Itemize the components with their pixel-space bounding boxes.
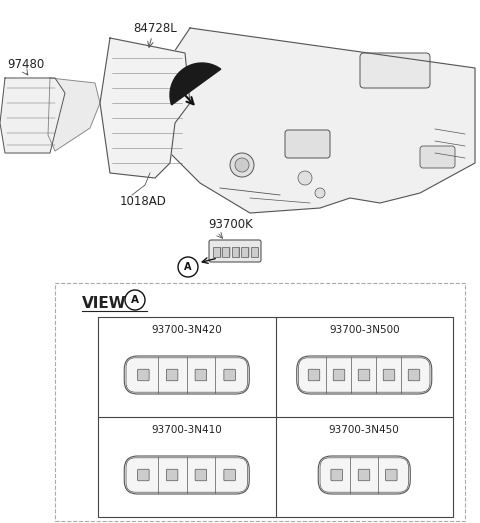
Text: 1018AD: 1018AD [120,195,167,208]
FancyBboxPatch shape [358,469,370,481]
FancyBboxPatch shape [297,356,432,394]
FancyBboxPatch shape [360,53,430,88]
FancyBboxPatch shape [224,369,235,381]
Text: A: A [131,295,139,305]
Circle shape [315,188,325,198]
FancyBboxPatch shape [167,369,178,381]
FancyBboxPatch shape [333,369,345,381]
FancyBboxPatch shape [420,146,455,168]
FancyBboxPatch shape [195,369,206,381]
Polygon shape [100,38,190,178]
FancyBboxPatch shape [138,469,149,481]
Bar [98,317,453,517]
FancyBboxPatch shape [318,456,410,494]
FancyBboxPatch shape [285,130,330,158]
Bar [55,283,465,521]
Polygon shape [170,63,221,105]
Text: 93700-3N420: 93700-3N420 [151,325,222,335]
FancyBboxPatch shape [331,469,342,481]
Text: 93700-3N500: 93700-3N500 [329,325,399,335]
FancyBboxPatch shape [195,469,206,481]
FancyBboxPatch shape [308,369,320,381]
FancyBboxPatch shape [358,369,370,381]
Polygon shape [160,28,475,213]
Circle shape [235,158,249,172]
Polygon shape [0,78,65,153]
Bar [232,247,239,257]
FancyArrowPatch shape [185,95,193,104]
Text: 84728L: 84728L [133,22,177,35]
Text: 93700-3N410: 93700-3N410 [151,425,222,435]
FancyBboxPatch shape [124,456,249,494]
Text: VIEW: VIEW [82,296,127,311]
Bar [222,247,229,257]
FancyBboxPatch shape [408,369,420,381]
Circle shape [230,153,254,177]
Text: 97480: 97480 [7,58,44,71]
FancyBboxPatch shape [124,356,249,394]
FancyBboxPatch shape [209,240,261,262]
Text: A: A [184,262,192,272]
Text: 93700K: 93700K [208,218,253,231]
Bar [241,247,248,257]
FancyBboxPatch shape [167,469,178,481]
FancyBboxPatch shape [385,469,397,481]
FancyBboxPatch shape [383,369,395,381]
Text: 93700-3N450: 93700-3N450 [329,425,400,435]
FancyBboxPatch shape [224,469,235,481]
Bar [213,247,220,257]
FancyBboxPatch shape [138,369,149,381]
Circle shape [298,171,312,185]
Bar [251,247,258,257]
Polygon shape [48,78,100,151]
